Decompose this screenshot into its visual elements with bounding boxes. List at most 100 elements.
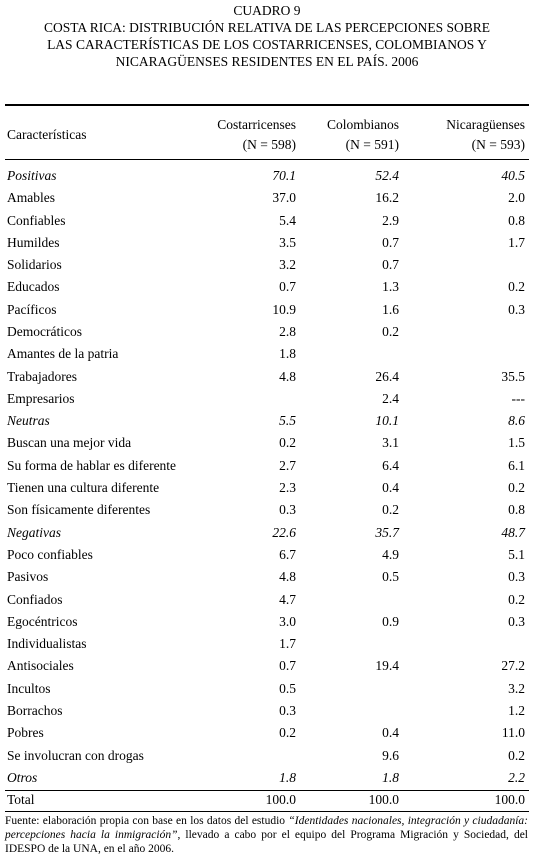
cell-value: 11.0: [501, 725, 525, 741]
cell-value: 6.1: [508, 457, 525, 473]
cell-value: 2.8: [279, 324, 296, 340]
cell-value: 1.5: [508, 435, 525, 451]
cell-value: 3.0: [279, 613, 296, 629]
row-label: Tienen una cultura diferente: [7, 480, 160, 496]
cell-value: 8.6: [508, 413, 525, 429]
cell-value: 10.1: [375, 413, 399, 429]
cell-value: 100.0: [368, 792, 399, 808]
cell-value: 2.7: [279, 457, 296, 473]
cell-value: 4.9: [382, 546, 399, 562]
column-header: Nicaragüenses: [446, 117, 525, 132]
cell-value: 0.2: [508, 591, 525, 607]
cell-value: 37.0: [272, 190, 296, 206]
cell-value: 0.2: [508, 279, 525, 295]
row-label: Confiables: [7, 212, 66, 228]
row-label: Humildes: [7, 234, 60, 250]
cell-value: 70.1: [272, 168, 296, 183]
cell-value: 48.7: [501, 524, 525, 540]
cell-value: 4.8: [279, 368, 296, 384]
cell-value: 5.1: [508, 546, 525, 562]
cell-value: 0.8: [508, 212, 525, 228]
cell-value: 0.2: [508, 747, 525, 763]
total-rule: [5, 790, 529, 792]
cell-value: 27.2: [501, 658, 525, 674]
row-label: Pacíficos: [7, 301, 57, 317]
row-label: Negativas: [7, 524, 61, 540]
footnote-study: “Identidades nacionales, integración y c…: [5, 815, 528, 841]
row-label: Total: [7, 792, 35, 808]
row-label: Otros: [7, 769, 38, 785]
cell-value: 9.6: [382, 747, 399, 763]
cell-value: 2.2: [508, 769, 525, 785]
cell-value: 100.0: [265, 792, 296, 808]
cell-value: 4.7: [279, 591, 296, 607]
cell-value: 26.4: [375, 368, 399, 384]
cell-value: 1.7: [508, 234, 525, 250]
cell-value: 0.2: [382, 502, 399, 518]
title-line: COSTA RICA: DISTRIBUCIÓN RELATIVA DE LAS…: [43, 20, 491, 35]
cell-value: 35.7: [375, 524, 399, 540]
cell-value: 0.9: [382, 613, 399, 629]
column-n: (N = 593): [471, 137, 525, 152]
cell-value: 6.7: [279, 546, 296, 562]
label-header: Características: [7, 127, 87, 142]
cell-value: 5.4: [279, 212, 296, 228]
column-header: Costarricenses: [217, 117, 296, 132]
column-n: (N = 591): [345, 137, 399, 152]
row-label: Antisociales: [7, 658, 74, 674]
column-n: (N = 598): [242, 137, 296, 152]
row-label: Pasivos: [7, 569, 49, 585]
cell-value: 0.7: [279, 279, 296, 295]
row-label: Borrachos: [7, 702, 63, 718]
row-label: Solidarios: [7, 257, 62, 273]
cell-value: 1.8: [279, 769, 296, 785]
cell-value: 1.8: [279, 346, 296, 362]
cell-value: 2.4: [382, 390, 399, 406]
footnote-text: Fuente: elaboración propia con base en l…: [5, 815, 289, 827]
cell-value: 0.2: [508, 480, 525, 496]
cell-value: 10.9: [272, 301, 296, 317]
cell-value: 1.3: [382, 279, 399, 295]
row-label: Amantes de la patria: [7, 346, 119, 362]
cell-value: 2.9: [382, 212, 399, 228]
cell-value: 40.5: [501, 168, 525, 183]
footnote: Fuente: elaboración propia con base en l…: [5, 814, 528, 856]
cell-value: 0.3: [508, 613, 525, 629]
cell-value: 52.4: [375, 168, 399, 183]
cell-value: 3.2: [279, 257, 296, 273]
row-label: Se involucran con drogas: [7, 747, 144, 763]
cell-value: ---: [511, 390, 526, 406]
cell-value: 2.0: [508, 190, 525, 206]
cell-value: 0.2: [382, 324, 399, 340]
cell-value: 0.3: [279, 502, 296, 518]
row-label: Confiados: [7, 591, 63, 607]
cell-value: 0.7: [382, 257, 399, 273]
cell-value: 0.4: [382, 725, 399, 741]
title-line: LAS CARACTERÍSTICAS DE LOS COSTARRICENSE…: [47, 37, 487, 52]
title-line: NICARAGÜENSES RESIDENTES EN EL PAÍS. 200…: [115, 54, 419, 69]
cell-value: 0.5: [279, 680, 296, 696]
cell-value: 3.1: [382, 435, 399, 451]
cell-value: 16.2: [375, 190, 399, 206]
row-label: Poco confiables: [7, 546, 93, 562]
cell-value: 5.5: [279, 413, 296, 429]
column-header: Colombianos: [326, 117, 399, 132]
row-label: Trabajadores: [7, 368, 77, 384]
row-label: Su forma de hablar es diferente: [7, 457, 177, 473]
cuadro-number: CUADRO 9: [233, 3, 301, 18]
cell-value: 0.7: [382, 234, 399, 250]
cell-value: 4.8: [279, 569, 296, 585]
row-label: Son físicamente diferentes: [7, 502, 151, 518]
row-label: Positivas: [7, 168, 57, 183]
cell-value: 6.4: [382, 457, 399, 473]
cell-value: 0.7: [279, 658, 296, 674]
row-label: Empresarios: [7, 390, 75, 406]
cell-value: 0.8: [508, 502, 525, 518]
cell-value: 0.2: [279, 725, 296, 741]
cell-value: 0.3: [508, 569, 525, 585]
cell-value: 1.7: [279, 636, 296, 652]
row-label: Amables: [7, 190, 55, 206]
cell-value: 3.5: [279, 234, 296, 250]
row-label: Educados: [7, 279, 60, 295]
